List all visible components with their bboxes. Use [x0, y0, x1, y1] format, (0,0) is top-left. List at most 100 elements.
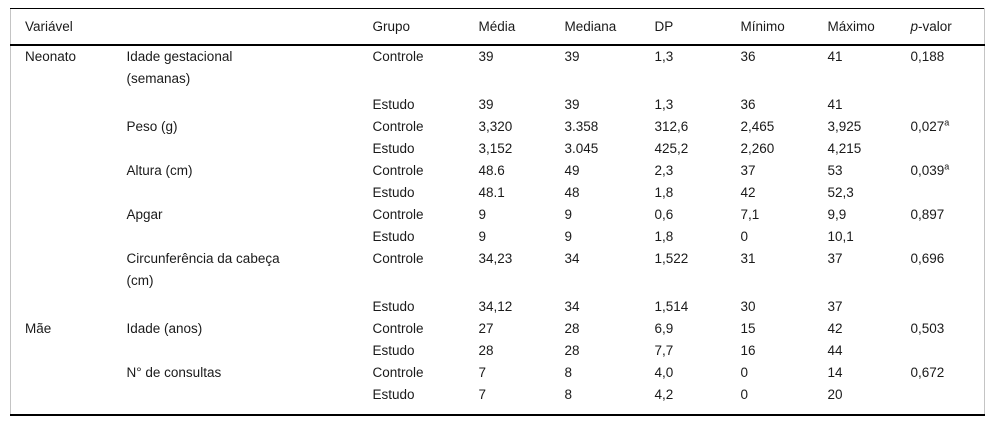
section-cell — [11, 292, 121, 318]
pvalor-sup-text: a — [944, 161, 950, 171]
pvalor-cell — [905, 138, 985, 160]
pvalor-cell: 0,188 — [905, 45, 985, 90]
media-text: 34,12 — [478, 298, 513, 314]
minimo-text: 37 — [740, 162, 756, 178]
pvalor-text: 0,897 — [910, 206, 945, 222]
grupo-cell: Controle — [367, 204, 473, 226]
dp-cell: 0,6 — [649, 204, 735, 226]
media-cell: 9 — [473, 226, 559, 248]
grupo-cell: Controle — [367, 160, 473, 182]
pvalor-cell — [905, 384, 985, 415]
pvalor-text: 0,039 — [910, 162, 945, 178]
media-cell: 7 — [473, 362, 559, 384]
grupo-cell: Controle — [367, 362, 473, 384]
grupo-text: Controle — [372, 48, 424, 64]
section-cell — [11, 116, 121, 138]
variable-line2-text: (cm) — [126, 272, 154, 288]
maximo-text: 42 — [827, 320, 843, 336]
dp-text: 4,2 — [654, 386, 674, 402]
section-text: Mãe — [25, 320, 52, 336]
dp-cell: 1,514 — [649, 292, 735, 318]
mediana-cell: 39 — [559, 45, 649, 90]
mediana-cell: 9 — [559, 204, 649, 226]
grupo-text: Estudo — [372, 342, 415, 358]
header-dp: DP — [654, 18, 674, 34]
media-text: 39 — [478, 48, 494, 64]
statistics-table: Variável Grupo Média Mediana DP Mínimo M… — [10, 8, 985, 416]
media-text: 3,320 — [478, 118, 513, 134]
grupo-cell: Estudo — [367, 226, 473, 248]
section-cell: Neonato — [11, 45, 121, 90]
mediana-cell: 8 — [559, 384, 649, 415]
minimo-cell: 15 — [735, 318, 822, 340]
pvalor-cell: 0,897 — [905, 204, 985, 226]
dp-cell: 1,8 — [649, 182, 735, 204]
mediana-cell: 34 — [559, 248, 649, 292]
variable-line1-text: Apgar — [126, 206, 163, 222]
header-grupo: Grupo — [372, 18, 411, 34]
pvalor-cell — [905, 182, 985, 204]
minimo-text: 15 — [740, 320, 756, 336]
variable-cell: Circunferência da cabeça (cm) — [121, 248, 367, 292]
mediana-text: 34 — [564, 298, 580, 314]
maximo-cell: 44 — [822, 340, 905, 362]
minimo-text: 0 — [740, 364, 749, 380]
minimo-cell: 42 — [735, 182, 822, 204]
variable-cell: Apgar — [121, 204, 367, 226]
grupo-cell: Controle — [367, 45, 473, 90]
header-pvalor-rest: -valor — [918, 18, 952, 34]
grupo-text: Estudo — [372, 298, 415, 314]
minimo-cell: 37 — [735, 160, 822, 182]
table-row: Estudo 34,12 34 1,514 30 37 — [11, 292, 985, 318]
media-cell: 28 — [473, 340, 559, 362]
minimo-cell: 0 — [735, 384, 822, 415]
mediana-cell: 49 — [559, 160, 649, 182]
grupo-text: Controle — [372, 364, 424, 380]
variable-line1-text: Circunferência da cabeça — [126, 250, 280, 266]
header-maximo: Máximo — [827, 18, 875, 34]
grupo-text: Controle — [372, 320, 424, 336]
minimo-cell: 31 — [735, 248, 822, 292]
minimo-cell: 16 — [735, 340, 822, 362]
mediana-cell: 28 — [559, 340, 649, 362]
mediana-text: 34 — [564, 250, 580, 266]
mediana-text: 8 — [564, 364, 573, 380]
header-minimo: Mínimo — [740, 18, 785, 34]
maximo-text: 4,215 — [827, 140, 862, 156]
dp-text: 1,522 — [654, 250, 689, 266]
minimo-cell: 0 — [735, 362, 822, 384]
maximo-text: 37 — [827, 298, 843, 314]
mediana-cell: 48 — [559, 182, 649, 204]
minimo-cell: 2,260 — [735, 138, 822, 160]
dp-cell: 6,9 — [649, 318, 735, 340]
section-cell — [11, 182, 121, 204]
minimo-text: 42 — [740, 184, 756, 200]
grupo-text: Controle — [372, 206, 424, 222]
variable-line1-text: N° de consultas — [126, 364, 222, 380]
dp-cell: 312,6 — [649, 116, 735, 138]
section-cell — [11, 226, 121, 248]
pvalor-cell: 0,696 — [905, 248, 985, 292]
maximo-text: 37 — [827, 250, 843, 266]
media-cell: 39 — [473, 90, 559, 116]
variable-cell — [121, 340, 367, 362]
media-cell: 27 — [473, 318, 559, 340]
maximo-cell: 41 — [822, 45, 905, 90]
table-row: N° de consultas Controle 7 8 4,0 0 14 0,672 — [11, 362, 985, 384]
pvalor-text: 0,027 — [910, 118, 945, 134]
minimo-cell: 0 — [735, 226, 822, 248]
mediana-text: 8 — [564, 386, 573, 402]
table-row: Estudo 3,152 3.045 425,2 2,260 4,215 — [11, 138, 985, 160]
dp-cell: 7,7 — [649, 340, 735, 362]
grupo-cell: Estudo — [367, 138, 473, 160]
mediana-text: 3.045 — [564, 140, 599, 156]
maximo-cell: 3,925 — [822, 116, 905, 138]
grupo-cell: Estudo — [367, 340, 473, 362]
variable-cell — [121, 226, 367, 248]
variable-cell — [121, 138, 367, 160]
grupo-cell: Controle — [367, 248, 473, 292]
mediana-text: 48 — [564, 184, 580, 200]
grupo-cell: Estudo — [367, 384, 473, 415]
dp-text: 7,7 — [654, 342, 674, 358]
